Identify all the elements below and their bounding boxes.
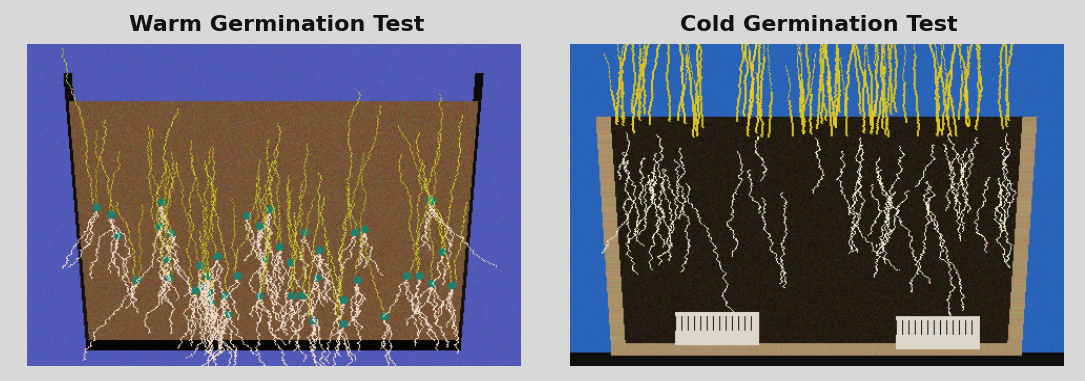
Text: Cold Germination Test: Cold Germination Test [680, 15, 958, 35]
Text: Warm Germination Test: Warm Germination Test [129, 15, 424, 35]
